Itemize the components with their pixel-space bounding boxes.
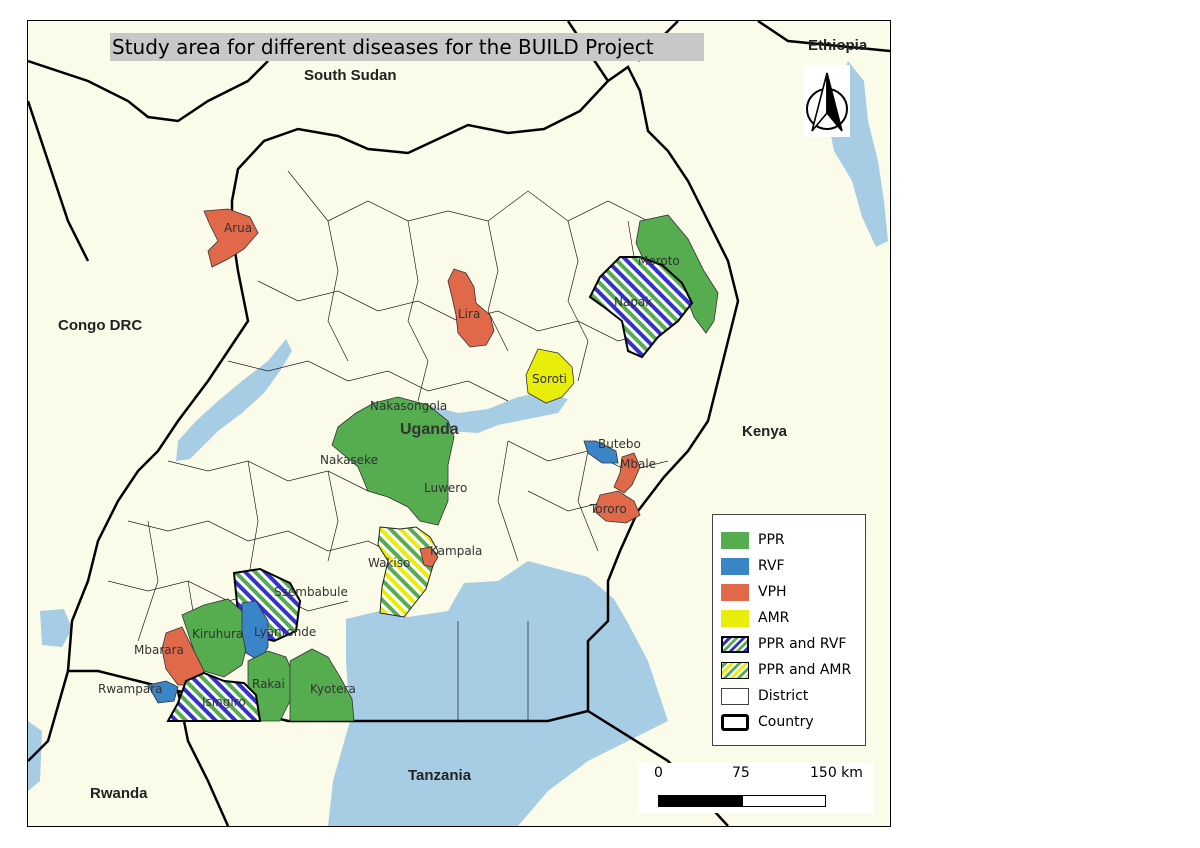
north-arrow-icon	[804, 65, 850, 137]
label-rwanda: Rwanda	[90, 785, 148, 802]
district-wakiso	[377, 526, 439, 618]
label-wakiso: Wakiso	[368, 556, 411, 570]
legend-item-rvf: RVF	[721, 555, 785, 577]
legend-item-district: District	[721, 685, 808, 707]
label-rakai: Rakai	[252, 677, 285, 691]
district-isingiro	[166, 671, 262, 722]
district-butebo	[583, 440, 619, 464]
district-nakasongola-group	[331, 396, 455, 526]
legend-label-district: District	[758, 688, 809, 704]
district-kyotera	[289, 648, 355, 722]
legend-swatch-ppr-rvf	[721, 635, 749, 653]
scale-tick-150: 150 km	[810, 765, 863, 781]
label-ethiopia: Ethiopia	[808, 37, 868, 54]
label-butebo: Butebo	[598, 437, 641, 451]
legend-swatch-vph	[721, 583, 749, 601]
legend: PPR RVF VPH AMR PPR and RVF PPR and AMR …	[712, 514, 866, 746]
label-luwero: Luwero	[424, 481, 468, 495]
district-kampala	[419, 546, 439, 568]
legend-swatch-rvf	[721, 557, 749, 575]
legend-item-ppr-rvf: PPR and RVF	[721, 633, 846, 655]
legend-label-ppr-amr: PPR and AMR	[758, 662, 852, 678]
label-kampala: Kampala	[430, 544, 483, 558]
legend-label-rvf: RVF	[758, 558, 785, 574]
legend-item-ppr: PPR	[721, 529, 785, 551]
label-soroti: Soroti	[532, 372, 568, 386]
legend-label-amr: AMR	[758, 610, 790, 626]
legend-label-vph: VPH	[758, 584, 787, 600]
scale-bar: 0 75 150 km	[638, 763, 874, 813]
legend-swatch-ppr	[721, 531, 749, 549]
map-canvas	[28, 21, 890, 826]
legend-label-ppr: PPR	[758, 532, 785, 548]
label-isingiro: Isingiro	[202, 695, 246, 709]
lake-victoria	[328, 561, 668, 826]
label-arua: Arua	[224, 221, 253, 235]
legend-item-country: Country	[721, 711, 814, 733]
scale-tick-75: 75	[732, 765, 750, 781]
district-napak	[588, 256, 694, 359]
label-moroto: Moroto	[638, 254, 680, 268]
legend-swatch-amr	[721, 609, 749, 627]
label-lyantonde: Lyantonde	[254, 625, 317, 639]
district-tororo	[593, 490, 641, 524]
label-uganda: Uganda	[400, 421, 459, 438]
district-soroti	[525, 348, 575, 404]
label-kenya: Kenya	[742, 423, 788, 440]
legend-swatch-ppr-amr	[721, 661, 749, 679]
lake-edward	[40, 609, 72, 647]
scale-bar-white-segment	[742, 795, 826, 807]
legend-item-vph: VPH	[721, 581, 787, 603]
scale-bar-black-segment	[658, 795, 744, 807]
district-rwampara	[147, 680, 179, 704]
district-mbale	[613, 452, 641, 494]
label-tanzania: Tanzania	[408, 767, 472, 784]
label-nakaseke: Nakaseke	[320, 453, 378, 467]
label-lira: Lira	[458, 307, 481, 321]
label-south-sudan: South Sudan	[304, 67, 397, 84]
legend-item-ppr-amr: PPR and AMR	[721, 659, 851, 681]
label-kiruhura: Kiruhura	[192, 627, 244, 641]
district-arua	[203, 208, 259, 268]
label-rwampara: Rwampara	[98, 682, 163, 696]
map-frame: Study area for different diseases for th…	[27, 20, 891, 827]
legend-label-country: Country	[758, 714, 814, 730]
scale-tick-0: 0	[654, 765, 663, 781]
label-nakasongola: Nakasongola	[370, 399, 448, 413]
legend-swatch-district	[721, 687, 749, 705]
map-title: Study area for different diseases for th…	[110, 33, 704, 61]
label-ssembabule: Ssembabule	[274, 585, 348, 599]
label-tororo: Tororo	[590, 502, 627, 516]
label-congo: Congo DRC	[58, 317, 143, 334]
lake-kivu	[28, 721, 42, 791]
legend-swatch-country	[721, 713, 749, 731]
label-kyotera: Kyotera	[310, 682, 356, 696]
legend-item-amr: AMR	[721, 607, 789, 629]
district-lines	[107, 170, 669, 721]
label-napak: Napak	[614, 295, 653, 309]
district-lira	[447, 268, 495, 348]
label-mbale: Mbale	[620, 457, 657, 471]
legend-label-ppr-rvf: PPR and RVF	[758, 636, 847, 652]
label-mbarara: Mbarara	[134, 643, 184, 657]
